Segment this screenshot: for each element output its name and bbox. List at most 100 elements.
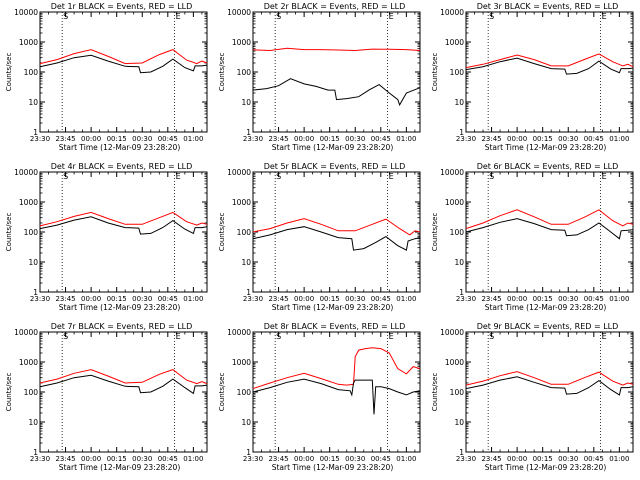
x-tick-label: 00:15 — [320, 455, 340, 463]
x-tick-label: 23:45 — [268, 135, 288, 143]
y-tick-label: 100 — [237, 228, 252, 237]
plot-frame — [465, 171, 634, 293]
y-tick-label: 100 — [237, 68, 252, 77]
x-tick-label: 00:45 — [158, 455, 178, 463]
marker-label: E — [176, 12, 181, 21]
x-tick-label: 00:00 — [81, 135, 101, 143]
plot-title: Det 2r BLACK = Events, RED = LLD — [264, 2, 406, 11]
x-axis: 23:30 23:45 00:00 00:15 00:30 00:45 01:00 — [456, 332, 629, 463]
plot-frame — [252, 11, 421, 133]
x-tick-label: 23:30 — [243, 455, 263, 463]
series-line-events-black — [39, 216, 208, 235]
x-axis: 23:30 23:45 00:00 00:15 00:30 00:45 01:00 — [243, 332, 416, 463]
y-tick-label: 10000 — [440, 328, 464, 337]
series-line-lld-red — [252, 347, 421, 390]
x-tick-label: 00:15 — [320, 295, 340, 303]
marker-label: S — [489, 332, 494, 341]
x-tick-label: 00:30 — [558, 135, 578, 143]
x-axis: 23:30 23:45 00:00 00:15 00:30 00:45 01:00 — [456, 172, 629, 303]
y-axis-label: Counts/sec — [218, 213, 226, 252]
x-axis: 23:30 23:45 00:00 00:15 00:30 00:45 01:00 — [30, 12, 203, 143]
x-tick-label: 00:15 — [107, 135, 127, 143]
x-axis: 23:30 23:45 00:00 00:15 00:30 00:45 01:00 — [30, 332, 203, 463]
plot-panel-9: Det 9r BLACK = Events, RED = LLD 1 10 100 10… — [431, 322, 634, 472]
x-axis: 23:30 23:45 00:00 00:15 00:30 00:45 01:00 — [456, 12, 629, 143]
x-tick-label: 23:30 — [456, 135, 476, 143]
x-tick-label: 23:30 — [456, 295, 476, 303]
x-axis-label: Start Time (12-Mar-09 23:28:20) — [485, 463, 607, 472]
series-line-lld-red — [252, 47, 421, 52]
x-tick-label: 00:00 — [81, 295, 101, 303]
y-tick-label: 10 — [454, 258, 464, 267]
marker-label: E — [389, 12, 394, 21]
plot-frame — [465, 331, 634, 453]
y-tick-label: 1 — [33, 288, 38, 297]
y-axis-label: Counts/sec — [218, 373, 226, 412]
x-axis: 23:30 23:45 00:00 00:15 00:30 00:45 01:00 — [243, 12, 416, 143]
y-axis-label: Counts/sec — [5, 373, 13, 412]
marker-label: S — [276, 332, 281, 341]
plot-frame — [465, 11, 634, 133]
x-tick-label: 23:30 — [30, 455, 50, 463]
plot-title: Det 8r BLACK = Events, RED = LLD — [264, 322, 406, 331]
x-tick-label: 00:15 — [320, 135, 340, 143]
x-tick-label: 23:45 — [481, 455, 501, 463]
y-tick-label: 1000 — [445, 198, 464, 207]
y-tick-label: 10 — [28, 98, 38, 107]
plot-title: Det 3r BLACK = Events, RED = LLD — [477, 2, 619, 11]
y-axis: 1 10 100 1000 10000 — [440, 168, 633, 297]
x-tick-label: 23:30 — [30, 135, 50, 143]
x-tick-label: 01:00 — [183, 295, 203, 303]
x-tick-label: 00:15 — [107, 455, 127, 463]
marker-label: E — [389, 172, 394, 181]
plot-panel-8: Det 8r BLACK = Events, RED = LLD 1 10 100 10… — [218, 322, 421, 472]
x-tick-label: 00:00 — [294, 295, 314, 303]
y-tick-label: 100 — [450, 388, 465, 397]
x-tick-label: 00:15 — [533, 295, 553, 303]
y-tick-label: 10 — [454, 418, 464, 427]
x-tick-label: 23:45 — [481, 135, 501, 143]
plot-frame — [252, 331, 421, 453]
series-line-events-black — [252, 378, 421, 415]
x-tick-label: 23:30 — [243, 295, 263, 303]
plot-panel-6: Det 6r BLACK = Events, RED = LLD 1 10 100 10… — [431, 162, 634, 312]
x-tick-label: 00:15 — [107, 295, 127, 303]
series-line-lld-red — [465, 371, 634, 386]
y-tick-label: 10000 — [14, 168, 38, 177]
x-tick-label: 00:30 — [132, 135, 152, 143]
plot-title: Det 1r BLACK = Events, RED = LLD — [51, 2, 193, 11]
series-line-lld-red — [39, 49, 208, 65]
x-tick-label: 00:45 — [584, 455, 604, 463]
y-tick-label: 100 — [24, 388, 39, 397]
y-tick-label: 10000 — [440, 8, 464, 17]
x-axis-label: Start Time (12-Mar-09 23:28:20) — [485, 143, 607, 152]
y-tick-label: 1 — [246, 288, 251, 297]
x-axis-label: Start Time (12-Mar-09 23:28:20) — [272, 303, 394, 312]
y-tick-label: 1000 — [19, 38, 38, 47]
y-tick-label: 1000 — [445, 38, 464, 47]
y-axis: 1 10 100 1000 10000 — [14, 168, 207, 297]
plot-title: Det 4r BLACK = Events, RED = LLD — [51, 162, 193, 171]
y-tick-label: 10000 — [14, 8, 38, 17]
x-tick-label: 00:45 — [584, 295, 604, 303]
marker-label: S — [63, 172, 68, 181]
plot-panel-2: Det 2r BLACK = Events, RED = LLD 1 10 100 10… — [218, 2, 421, 152]
y-axis-label: Counts/sec — [218, 53, 226, 92]
y-tick-label: 10000 — [227, 8, 251, 17]
y-tick-label: 10000 — [14, 328, 38, 337]
y-tick-label: 10 — [241, 258, 251, 267]
x-tick-label: 00:45 — [371, 135, 391, 143]
x-tick-label: 00:45 — [371, 295, 391, 303]
y-tick-label: 1 — [246, 128, 251, 137]
y-axis: 1 10 100 1000 10000 — [227, 328, 420, 457]
y-tick-label: 10000 — [227, 328, 251, 337]
series-line-events-black — [252, 226, 421, 251]
x-tick-label: 00:45 — [584, 135, 604, 143]
x-tick-label: 00:30 — [345, 135, 365, 143]
plot-title: Det 7r BLACK = Events, RED = LLD — [51, 322, 193, 331]
x-tick-label: 01:00 — [609, 135, 629, 143]
x-axis: 23:30 23:45 00:00 00:15 00:30 00:45 01:00 — [243, 172, 416, 303]
plot-panel-3: Det 3r BLACK = Events, RED = LLD 1 10 100 10… — [431, 2, 634, 152]
y-axis-label: Counts/sec — [431, 53, 439, 92]
